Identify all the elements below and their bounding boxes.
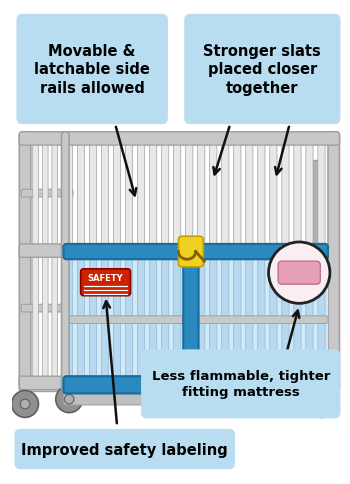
FancyBboxPatch shape bbox=[102, 146, 108, 244]
FancyBboxPatch shape bbox=[12, 10, 347, 474]
FancyBboxPatch shape bbox=[113, 146, 121, 244]
FancyBboxPatch shape bbox=[77, 146, 85, 244]
FancyBboxPatch shape bbox=[328, 133, 340, 392]
Circle shape bbox=[56, 386, 83, 413]
FancyBboxPatch shape bbox=[222, 146, 229, 244]
FancyBboxPatch shape bbox=[138, 146, 145, 244]
FancyBboxPatch shape bbox=[186, 146, 193, 244]
FancyBboxPatch shape bbox=[19, 133, 75, 146]
Circle shape bbox=[317, 399, 327, 409]
FancyBboxPatch shape bbox=[62, 146, 67, 388]
FancyBboxPatch shape bbox=[113, 260, 121, 377]
Text: Improved safety labeling: Improved safety labeling bbox=[21, 441, 228, 456]
FancyBboxPatch shape bbox=[77, 260, 85, 377]
FancyBboxPatch shape bbox=[89, 146, 97, 244]
Circle shape bbox=[268, 242, 330, 303]
FancyBboxPatch shape bbox=[149, 146, 157, 244]
FancyBboxPatch shape bbox=[162, 260, 169, 377]
Text: Movable &
latchable side
rails allowed: Movable & latchable side rails allowed bbox=[34, 44, 150, 96]
FancyBboxPatch shape bbox=[52, 146, 58, 388]
FancyBboxPatch shape bbox=[19, 133, 31, 388]
Circle shape bbox=[309, 391, 336, 418]
FancyBboxPatch shape bbox=[19, 244, 69, 258]
FancyBboxPatch shape bbox=[270, 260, 277, 377]
FancyBboxPatch shape bbox=[278, 262, 320, 285]
FancyBboxPatch shape bbox=[63, 316, 328, 324]
FancyBboxPatch shape bbox=[306, 146, 313, 244]
FancyBboxPatch shape bbox=[14, 429, 235, 469]
FancyBboxPatch shape bbox=[63, 244, 328, 260]
FancyBboxPatch shape bbox=[282, 146, 289, 244]
FancyBboxPatch shape bbox=[258, 260, 265, 377]
FancyBboxPatch shape bbox=[294, 146, 301, 244]
FancyBboxPatch shape bbox=[198, 260, 205, 377]
FancyBboxPatch shape bbox=[80, 269, 131, 296]
FancyBboxPatch shape bbox=[21, 247, 73, 255]
Circle shape bbox=[284, 386, 311, 413]
FancyBboxPatch shape bbox=[19, 377, 69, 390]
FancyBboxPatch shape bbox=[33, 146, 38, 388]
FancyBboxPatch shape bbox=[183, 244, 198, 393]
FancyBboxPatch shape bbox=[42, 146, 48, 388]
FancyBboxPatch shape bbox=[21, 304, 73, 312]
FancyBboxPatch shape bbox=[149, 260, 157, 377]
FancyBboxPatch shape bbox=[125, 146, 133, 244]
FancyBboxPatch shape bbox=[210, 146, 217, 244]
FancyBboxPatch shape bbox=[246, 260, 253, 377]
FancyBboxPatch shape bbox=[186, 260, 193, 377]
FancyBboxPatch shape bbox=[21, 190, 73, 197]
FancyBboxPatch shape bbox=[174, 260, 181, 377]
FancyBboxPatch shape bbox=[138, 260, 145, 377]
FancyBboxPatch shape bbox=[234, 146, 241, 244]
FancyBboxPatch shape bbox=[258, 146, 265, 244]
FancyBboxPatch shape bbox=[294, 260, 301, 377]
Circle shape bbox=[12, 391, 38, 418]
FancyBboxPatch shape bbox=[65, 133, 339, 146]
FancyBboxPatch shape bbox=[198, 146, 205, 244]
Circle shape bbox=[20, 399, 30, 409]
FancyBboxPatch shape bbox=[222, 260, 229, 377]
FancyBboxPatch shape bbox=[313, 161, 322, 388]
FancyBboxPatch shape bbox=[63, 393, 328, 405]
FancyBboxPatch shape bbox=[306, 260, 313, 377]
FancyBboxPatch shape bbox=[65, 146, 72, 244]
FancyBboxPatch shape bbox=[16, 15, 168, 125]
FancyBboxPatch shape bbox=[89, 260, 97, 377]
Text: SAFETY: SAFETY bbox=[88, 273, 124, 282]
Text: Less flammable, tighter
fitting mattress: Less flammable, tighter fitting mattress bbox=[152, 370, 330, 398]
FancyBboxPatch shape bbox=[62, 133, 69, 392]
FancyBboxPatch shape bbox=[318, 260, 325, 377]
FancyBboxPatch shape bbox=[318, 146, 325, 244]
Circle shape bbox=[64, 394, 74, 404]
FancyBboxPatch shape bbox=[19, 378, 75, 392]
FancyBboxPatch shape bbox=[102, 260, 108, 377]
FancyBboxPatch shape bbox=[282, 260, 289, 377]
FancyBboxPatch shape bbox=[63, 377, 328, 393]
FancyBboxPatch shape bbox=[63, 244, 328, 393]
FancyBboxPatch shape bbox=[178, 237, 203, 267]
FancyBboxPatch shape bbox=[174, 146, 181, 244]
FancyBboxPatch shape bbox=[184, 15, 341, 125]
FancyBboxPatch shape bbox=[141, 349, 341, 419]
FancyBboxPatch shape bbox=[246, 146, 253, 244]
FancyBboxPatch shape bbox=[65, 260, 72, 377]
FancyBboxPatch shape bbox=[234, 260, 241, 377]
FancyBboxPatch shape bbox=[270, 146, 277, 244]
FancyBboxPatch shape bbox=[210, 260, 217, 377]
FancyBboxPatch shape bbox=[125, 260, 133, 377]
Circle shape bbox=[293, 394, 302, 404]
FancyBboxPatch shape bbox=[162, 146, 169, 244]
Text: Stronger slats
placed closer
together: Stronger slats placed closer together bbox=[203, 44, 321, 96]
